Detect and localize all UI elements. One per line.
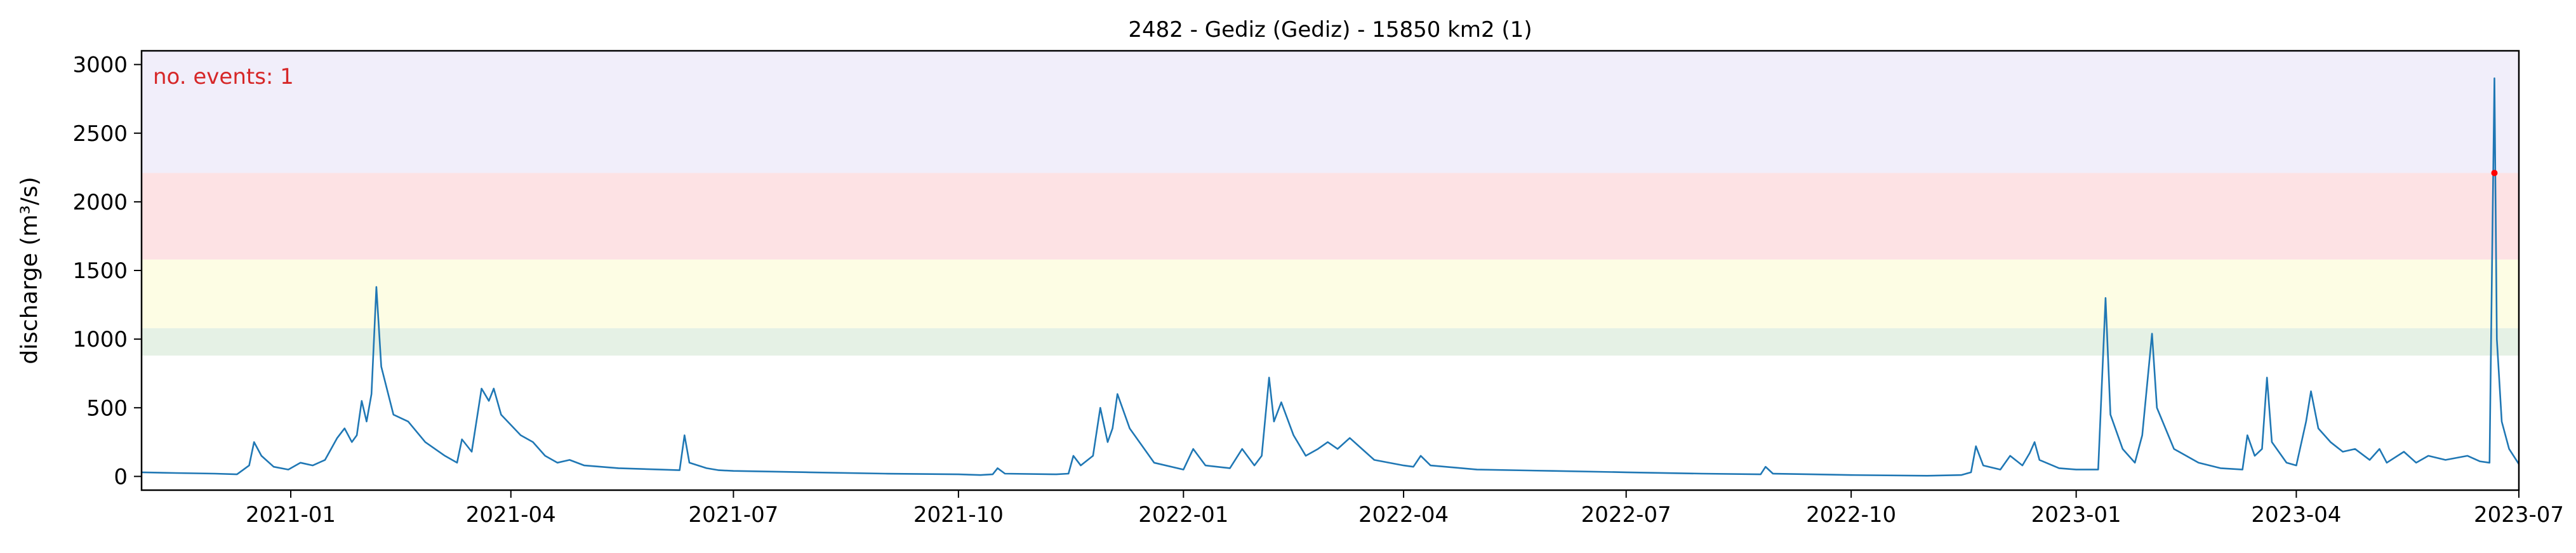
x-tick-label: 2022-07 [1581, 502, 1671, 528]
events-annotation: no. events: 1 [153, 64, 294, 90]
event-marker [2491, 170, 2498, 177]
y-tick-label: 0 [114, 464, 128, 490]
threshold-band-4 [142, 51, 2519, 173]
discharge-line [141, 77, 2520, 477]
y-tick-label: 1500 [72, 258, 128, 284]
series-layer [141, 77, 2520, 477]
x-tick-label: 2023-01 [2031, 502, 2121, 528]
x-tick-label: 2021-07 [688, 502, 778, 528]
x-tick-label: 2021-01 [246, 502, 336, 528]
threshold-band-2 [142, 259, 2519, 328]
x-tick-label: 2022-10 [1806, 502, 1896, 528]
x-tick-label: 2022-04 [1358, 502, 1449, 528]
y-tick-label: 500 [86, 396, 128, 421]
x-tick-label: 2023-04 [2251, 502, 2341, 528]
y-tick-label: 2000 [72, 190, 128, 215]
threshold-bands [142, 51, 2519, 356]
threshold-band-1 [142, 328, 2519, 356]
y-tick-label: 2500 [72, 121, 128, 147]
x-tick-label: 2021-04 [466, 502, 556, 528]
y-axis-label: discharge (m³/s) [17, 177, 43, 364]
x-tick-label: 2023-07 [2474, 502, 2564, 528]
x-tick-label: 2021-10 [913, 502, 1004, 528]
y-tick-label: 3000 [72, 53, 128, 78]
y-tick-label: 1000 [72, 327, 128, 352]
y-axis: 0 500 1000 1500 2000 2500 3000 [72, 53, 142, 490]
threshold-band-3 [142, 173, 2519, 260]
chart-title: 2482 - Gediz (Gediz) - 15850 km2 (1) [1128, 17, 1532, 43]
x-tick-label: 2022-01 [1138, 502, 1228, 528]
event-marker-layer [2491, 170, 2498, 177]
x-axis: 2021-01 2021-04 2021-07 2021-10 2022-01 2022-… [246, 490, 2564, 528]
